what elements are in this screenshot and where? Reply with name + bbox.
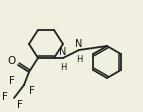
Text: N: N [75,39,83,49]
Text: O: O [8,56,16,66]
Text: F: F [17,100,23,110]
Text: F: F [29,86,35,96]
Text: F: F [2,92,8,102]
Text: H: H [76,55,82,64]
Text: H: H [60,63,66,72]
Text: F: F [9,76,15,86]
Text: N: N [59,47,67,57]
